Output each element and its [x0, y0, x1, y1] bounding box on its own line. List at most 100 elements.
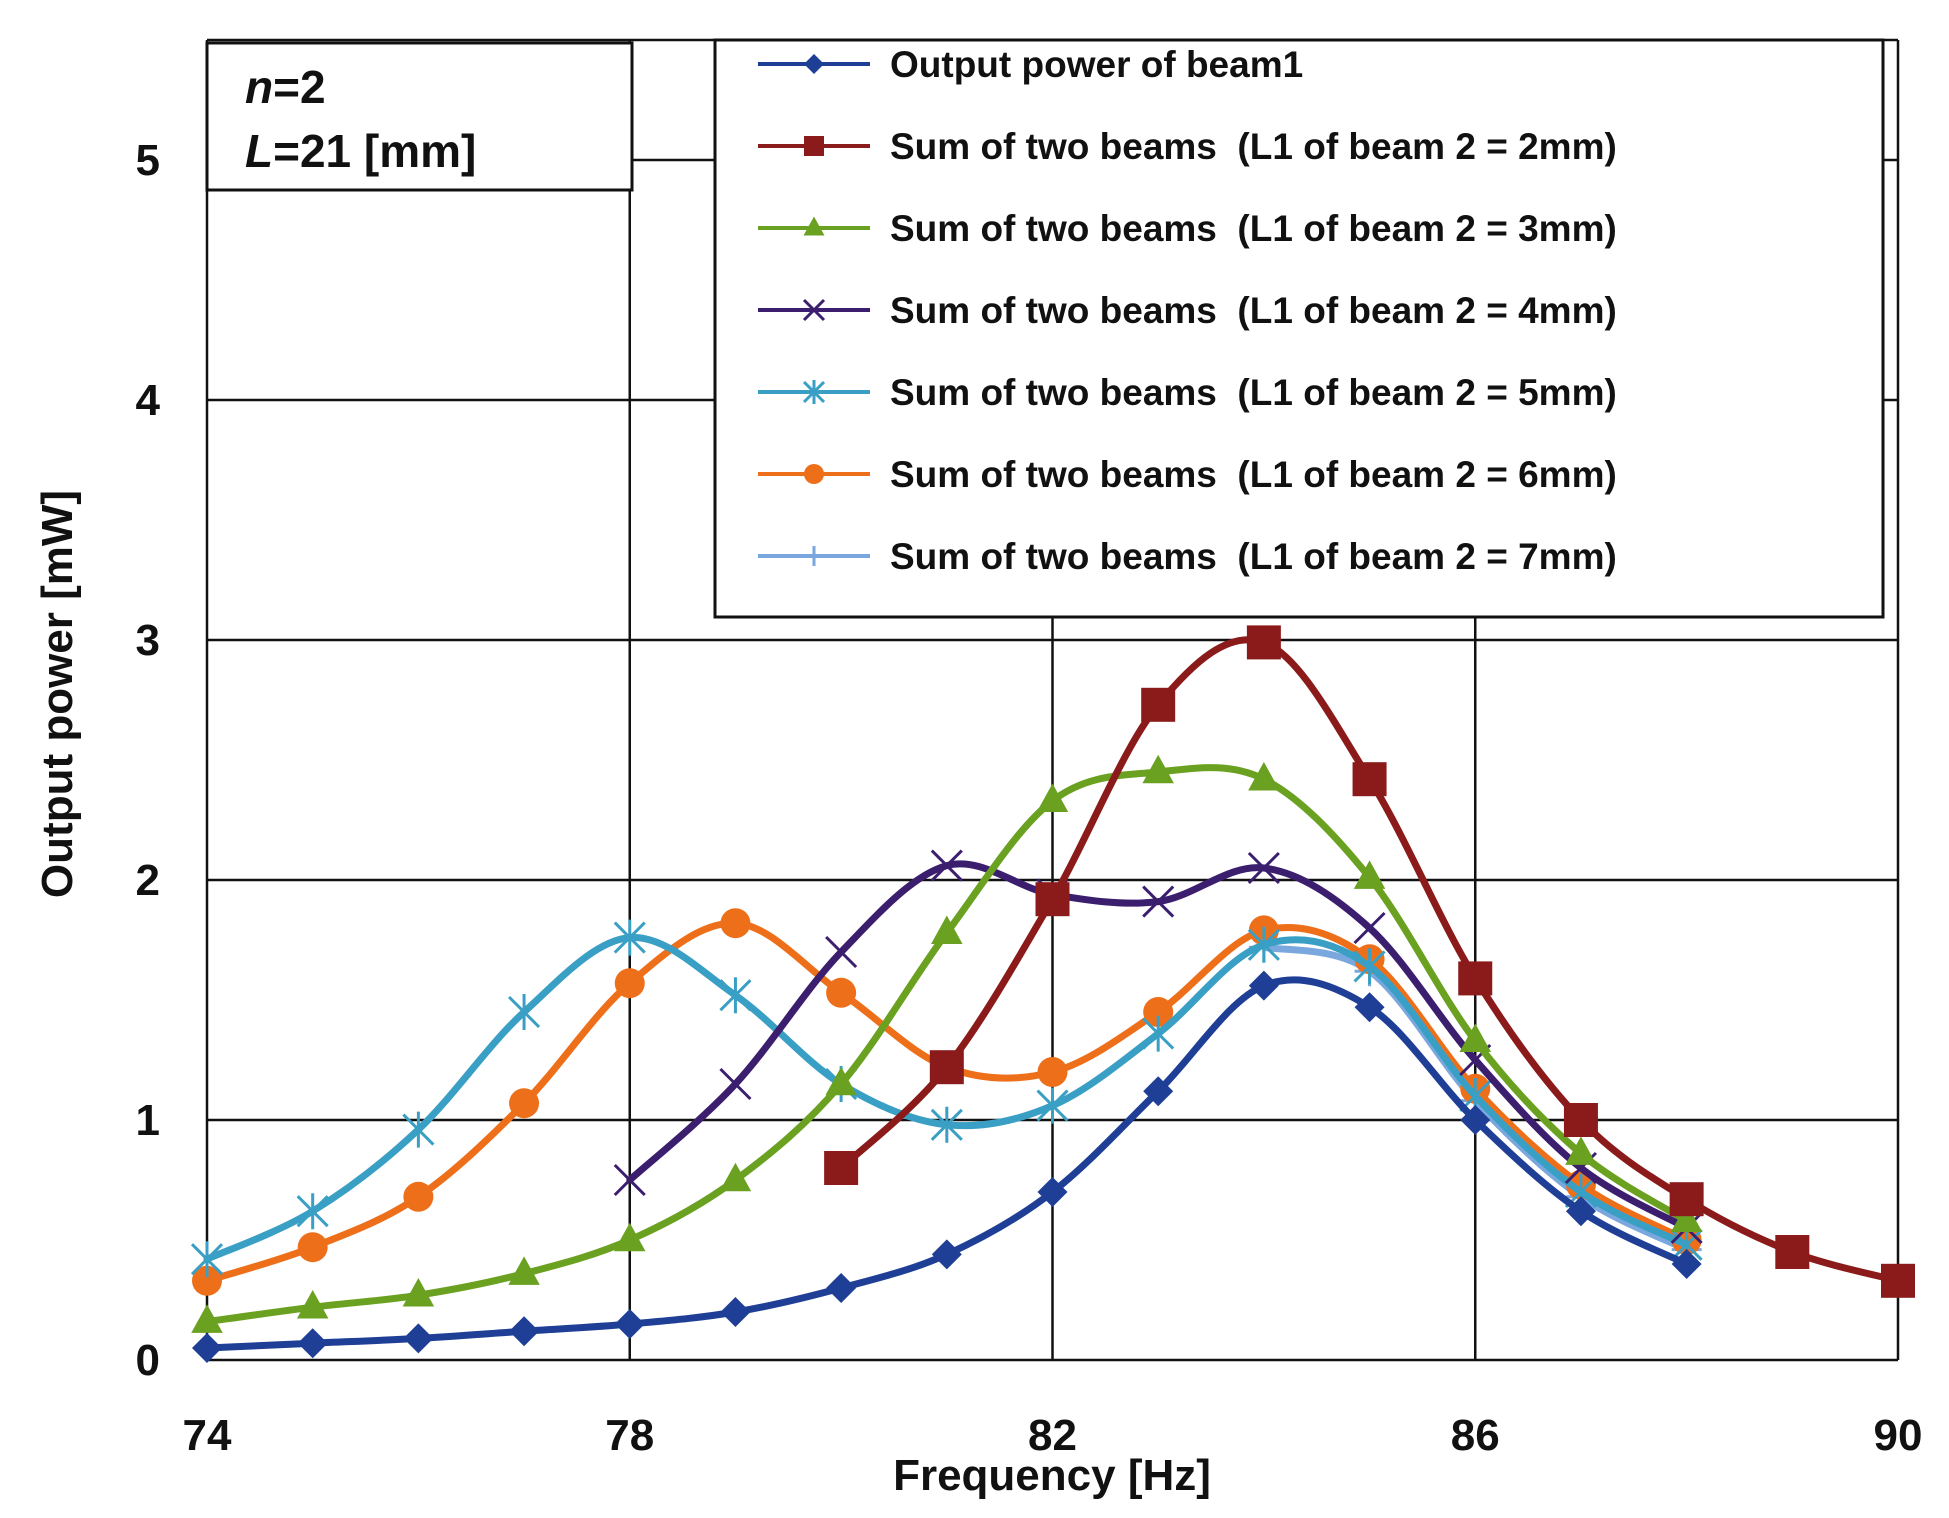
- data-point: [296, 1193, 329, 1230]
- data-point: [1670, 1203, 1703, 1233]
- data-point: [1143, 1076, 1174, 1107]
- data-point: [1671, 1249, 1702, 1279]
- data-point: [1035, 882, 1070, 917]
- data-point: [402, 1277, 435, 1307]
- data-point: [296, 1289, 329, 1319]
- legend-entry-4: Sum of two beams (L1 of beam 2 = 4mm): [758, 290, 1617, 331]
- data-point: [508, 1256, 540, 1285]
- data-point: [192, 1333, 222, 1363]
- data-point: [614, 1222, 646, 1252]
- legend-swatch-marker: [802, 298, 826, 322]
- legend: Output power of beam1 Sum of two beams (L…: [713, 38, 1885, 619]
- data-point: [614, 968, 645, 999]
- data-point: [190, 1241, 224, 1278]
- legend-swatch-marker: [804, 136, 824, 156]
- param-n-label: n: [245, 61, 273, 113]
- data-point: [1353, 860, 1386, 889]
- data-point: [1669, 1182, 1704, 1217]
- x-tick-label: 86: [1451, 1411, 1500, 1460]
- param-L-label: L: [245, 125, 273, 177]
- data-point: [403, 1323, 434, 1354]
- legend-swatch-marker: [804, 54, 824, 74]
- svg-text:L=21 [mm]: L=21 [mm]: [245, 125, 476, 177]
- y-tick-label: 2: [136, 856, 160, 905]
- data-point: [1352, 762, 1387, 797]
- data-point: [1459, 1023, 1491, 1053]
- data-point: [1142, 1015, 1175, 1052]
- parameter-box-frame: [205, 41, 634, 192]
- data-point: [509, 1316, 540, 1347]
- data-point: [1248, 970, 1279, 1001]
- data-point: [1141, 687, 1176, 722]
- data-point: [402, 1111, 435, 1148]
- data-point: [1458, 961, 1493, 996]
- data-point: [1036, 1087, 1069, 1124]
- data-point: [826, 977, 857, 1008]
- y-tick-label: 0: [136, 1336, 160, 1385]
- legend-entry-1: Output power of beam1: [758, 44, 1303, 85]
- data-point: [1565, 1136, 1597, 1165]
- legend-entry-7: Sum of two beams (L1 of beam 2 = 7mm): [758, 536, 1617, 577]
- legend-label: Sum of two beams (L1 of beam 2 = 6mm): [890, 454, 1617, 495]
- data-point: [1354, 992, 1385, 1023]
- data-point: [1037, 1177, 1068, 1207]
- data-point: [1565, 1196, 1596, 1227]
- data-point: [931, 915, 963, 945]
- tick-labels: 74 78 82 86 90 0 1 2 3 4 5: [136, 136, 1923, 1460]
- data-point: [719, 977, 752, 1014]
- x-axis-title: Frequency [Hz]: [893, 1451, 1211, 1500]
- data-point: [508, 994, 541, 1030]
- data-point: [509, 1088, 540, 1119]
- y-tick-label: 4: [136, 376, 161, 425]
- x-tick-label: 74: [183, 1411, 232, 1460]
- legend-label: Sum of two beams (L1 of beam 2 = 4mm): [890, 290, 1617, 331]
- data-point: [1353, 948, 1386, 985]
- data-point: [1143, 997, 1174, 1027]
- data-point: [403, 1181, 434, 1212]
- data-point: [297, 1328, 328, 1359]
- data-point: [1563, 1103, 1598, 1137]
- y-tick-label: 3: [136, 616, 160, 665]
- legend-entry-6: Sum of two beams (L1 of beam 2 = 6mm): [758, 454, 1617, 495]
- data-point: [824, 1151, 859, 1185]
- x-tick-label: 90: [1874, 1411, 1923, 1460]
- legend-label: Sum of two beams (L1 of beam 2 = 5mm): [890, 372, 1617, 413]
- param-n-value: =2: [273, 61, 325, 113]
- data-point: [719, 1162, 752, 1192]
- param-L-value: =21 [mm]: [273, 125, 476, 177]
- series-line: [203, 976, 1691, 1352]
- data-point: [1142, 885, 1175, 918]
- data-point: [1142, 754, 1174, 784]
- data-point: [613, 919, 646, 956]
- series-1: [192, 970, 1702, 1363]
- svg-text:n=2: n=2: [245, 61, 326, 113]
- data-point: [931, 1239, 962, 1270]
- x-tick-label: 82: [1028, 1411, 1077, 1460]
- series-3: [191, 754, 1703, 1333]
- data-point: [826, 1273, 857, 1303]
- data-point: [1353, 911, 1386, 945]
- data-point: [1248, 761, 1280, 791]
- data-point: [1036, 783, 1069, 813]
- data-point: [719, 1067, 752, 1101]
- legend-swatch-marker: [802, 380, 826, 404]
- data-point: [297, 1232, 328, 1263]
- data-point: [1247, 926, 1280, 963]
- legend-swatch-marker: [803, 216, 825, 236]
- legend-label: Sum of two beams (L1 of beam 2 = 2mm): [890, 126, 1617, 167]
- data-point: [930, 1106, 963, 1143]
- legend-swatch-marker: [804, 464, 824, 484]
- series-layer: [190, 625, 1915, 1363]
- data-point: [720, 1297, 751, 1327]
- y-tick-label: 1: [136, 1096, 160, 1145]
- legend-entry-3: Sum of two beams (L1 of beam 2 = 3mm): [758, 208, 1617, 249]
- y-tick-label: 5: [136, 136, 160, 185]
- legend-frame: [713, 38, 1885, 619]
- legend-label: Sum of two beams (L1 of beam 2 = 7mm): [890, 536, 1617, 577]
- series-2: [824, 625, 1915, 1298]
- data-point: [1246, 625, 1281, 660]
- y-axis-title: Output power [mW]: [33, 490, 82, 898]
- data-point: [614, 1309, 645, 1339]
- x-tick-label: 78: [605, 1411, 654, 1460]
